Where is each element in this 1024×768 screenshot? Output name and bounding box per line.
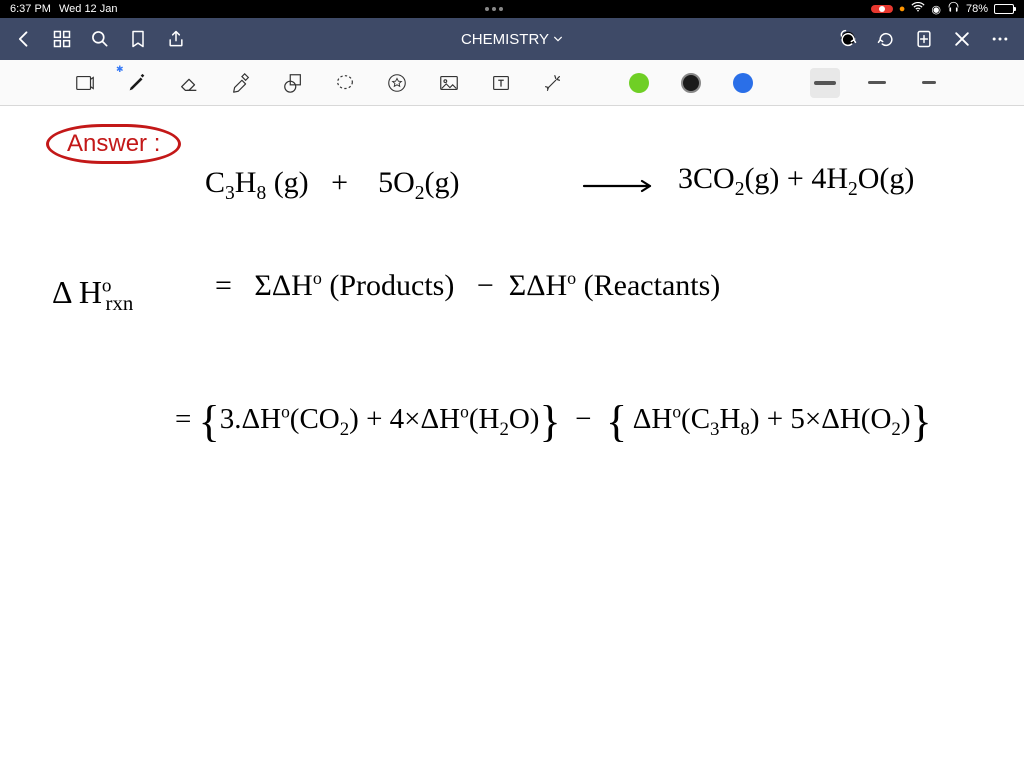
search-icon[interactable]	[90, 29, 110, 49]
title-text: CHEMISTRY	[461, 31, 549, 48]
status-bar: 6:37 PM Wed 12 Jan ● ◉ 78%	[0, 0, 1024, 18]
more-icon[interactable]	[990, 29, 1010, 49]
stroke-width-1[interactable]	[810, 68, 840, 98]
battery-percent: 78%	[966, 3, 988, 15]
toolbar: ✱	[0, 60, 1024, 106]
image-tool[interactable]	[434, 68, 464, 98]
nav-bar: CHEMISTRY	[0, 18, 1024, 60]
color-green[interactable]	[624, 68, 654, 98]
eraser-tool[interactable]	[174, 68, 204, 98]
color-black[interactable]	[676, 68, 706, 98]
close-button[interactable]	[952, 29, 972, 49]
read-mode-tool[interactable]	[70, 68, 100, 98]
answer-badge: Answer :	[46, 124, 181, 164]
text-tool[interactable]	[486, 68, 516, 98]
shape-tool[interactable]	[278, 68, 308, 98]
delta-h-rxn-label: Δ Horxn	[52, 274, 133, 316]
bookmark-icon[interactable]	[128, 29, 148, 49]
color-blue[interactable]	[728, 68, 758, 98]
status-left: 6:37 PM Wed 12 Jan	[10, 3, 117, 15]
laser-tool[interactable]	[538, 68, 568, 98]
do-not-disturb-icon: ◉	[931, 3, 941, 16]
grid-icon[interactable]	[52, 29, 72, 49]
status-right: ● ◉ 78%	[871, 1, 1014, 17]
back-button[interactable]	[14, 29, 34, 49]
stroke-width-3[interactable]	[914, 68, 944, 98]
redo-button[interactable]	[876, 29, 896, 49]
battery-icon	[994, 4, 1014, 14]
wifi-icon	[911, 2, 925, 16]
add-page-button[interactable]	[914, 29, 934, 49]
equation-1-left: C3H8 (g) + 5O2(g)	[205, 166, 460, 205]
document-title[interactable]: CHEMISTRY	[461, 31, 563, 48]
status-center-dots[interactable]	[485, 7, 503, 11]
pen-tool[interactable]: ✱	[122, 68, 152, 98]
status-date: Wed 12 Jan	[59, 3, 118, 15]
undo-button[interactable]	[838, 29, 858, 49]
note-canvas[interactable]: Answer : C3H8 (g) + 5O2(g) 3CO2(g) + 4H2…	[0, 106, 1024, 768]
bluetooth-icon: ✱	[116, 64, 124, 75]
equation-2: = ΣΔHo (Products) − ΣΔHo (Reactants)	[215, 268, 720, 303]
lasso-tool[interactable]	[330, 68, 360, 98]
reaction-arrow	[582, 178, 662, 194]
headphones-icon	[947, 1, 960, 17]
chevron-down-icon	[553, 34, 563, 44]
orientation-lock-icon: ●	[899, 3, 906, 15]
stroke-width-2[interactable]	[862, 68, 892, 98]
status-time: 6:37 PM	[10, 3, 51, 15]
share-icon[interactable]	[166, 29, 186, 49]
favorites-tool[interactable]	[382, 68, 412, 98]
equation-3: = {3.ΔHo(CO2) + 4×ΔHo(H2O)} − { ΔHo(C3H8…	[175, 396, 932, 447]
equation-1-right: 3CO2(g) + 4H2O(g)	[678, 162, 914, 201]
highlighter-tool[interactable]	[226, 68, 256, 98]
recording-indicator[interactable]	[871, 5, 893, 13]
